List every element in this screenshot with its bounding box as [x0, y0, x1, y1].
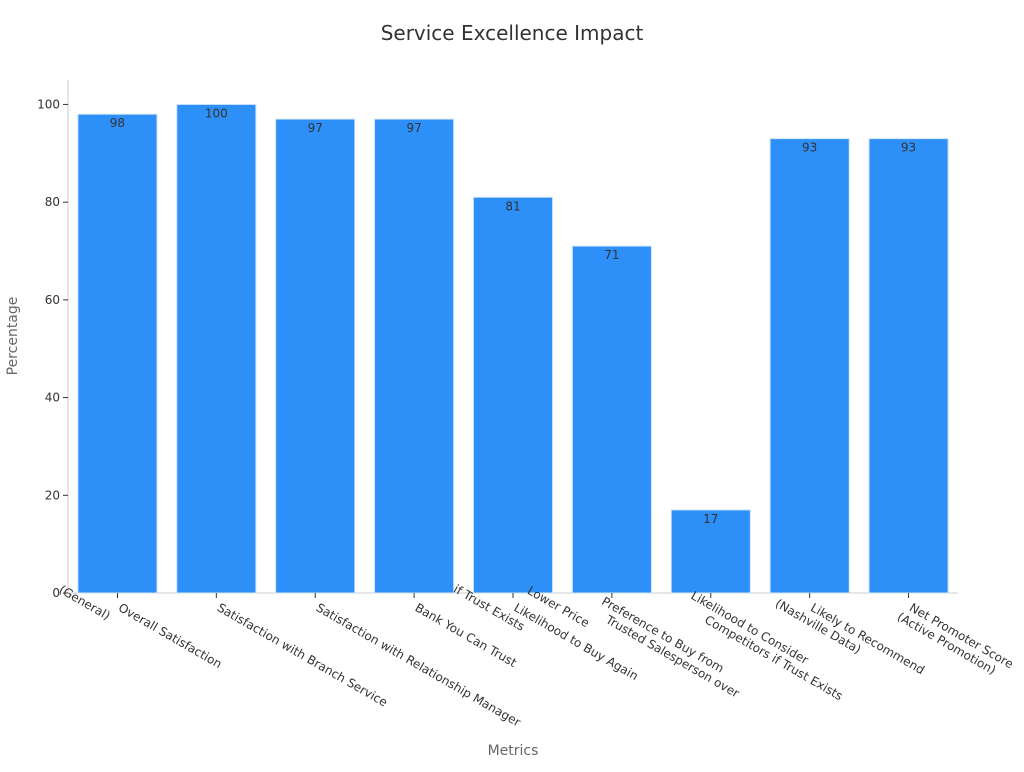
value-labels-group: 98 100 97 97 81 71 17 93 93 — [110, 106, 916, 526]
y-tick-label: 0 — [52, 586, 60, 600]
y-axis-title: Percentage — [5, 297, 21, 376]
x-tick-label-line: Overall Satisfaction — [116, 600, 224, 671]
bar — [472, 196, 554, 594]
bar-value-label: 81 — [505, 199, 520, 213]
y-tick-label: 80 — [45, 195, 60, 209]
y-tick-label: 20 — [45, 488, 60, 502]
chart-title: Service Excellence Impact — [381, 21, 644, 45]
bar-value-label: 100 — [205, 106, 228, 120]
bars-group — [77, 103, 949, 594]
bar — [374, 118, 455, 594]
bar-value-label: 17 — [703, 512, 718, 526]
bar — [769, 138, 850, 594]
y-tick-label: 40 — [45, 391, 60, 405]
bar-value-label: 97 — [308, 121, 323, 135]
x-axis-title: Metrics — [488, 743, 539, 759]
y-tick-labels-group: 0 20 40 60 80 100 — [37, 97, 68, 600]
x-tick-label: Satisfaction with Branch Service — [215, 600, 390, 709]
bar-value-label: 97 — [406, 121, 421, 135]
x-tick-label-line: Satisfaction with Relationship Manager — [314, 600, 523, 729]
bar-value-label: 93 — [802, 141, 817, 155]
x-tick-label: Satisfaction with Relationship Manager — [314, 600, 523, 729]
bar — [571, 245, 652, 594]
x-tick-label-line: Satisfaction with Branch Service — [215, 600, 390, 709]
bar-value-label: 71 — [604, 248, 619, 262]
y-tick-label: 100 — [37, 97, 60, 111]
y-tick-label: 60 — [45, 293, 60, 307]
bar — [77, 113, 158, 594]
bar — [868, 138, 949, 594]
bar — [275, 118, 356, 594]
bar-value-label: 98 — [110, 116, 125, 130]
bar-value-label: 93 — [901, 141, 916, 155]
bar — [670, 509, 751, 594]
bar — [176, 103, 257, 594]
